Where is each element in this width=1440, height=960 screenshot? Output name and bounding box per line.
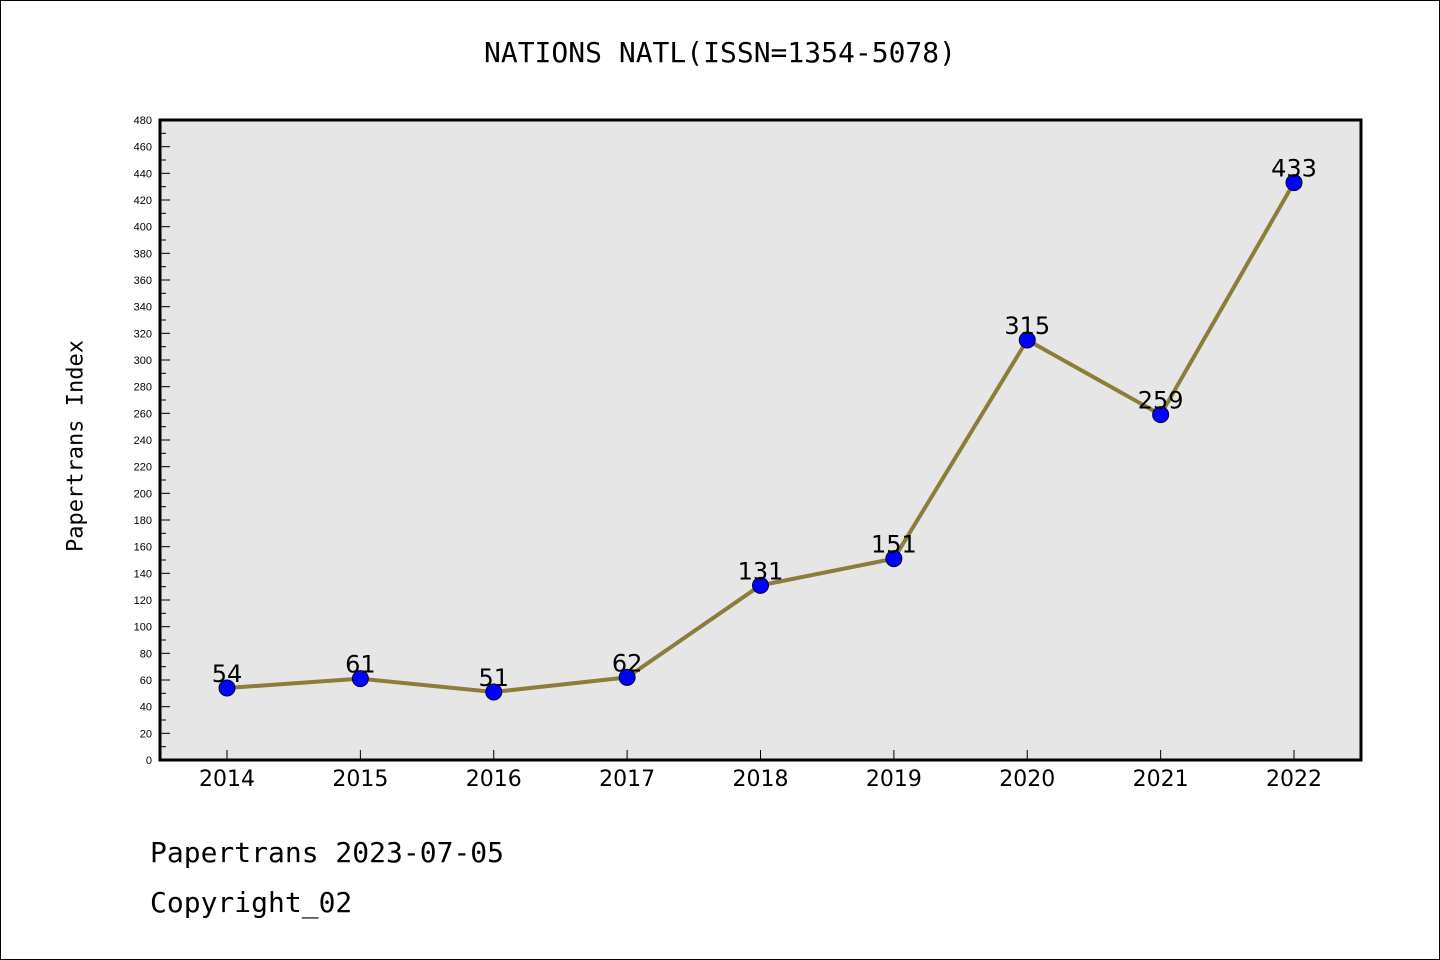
y-tick-label: 380 bbox=[134, 248, 152, 260]
series-layer: 54 61 51 62 131 151 315 259 433 bbox=[212, 155, 1317, 701]
y-tick-label: 40 bbox=[140, 702, 152, 714]
x-tick-label: 2022 bbox=[1266, 767, 1322, 792]
data-label: 131 bbox=[738, 557, 784, 585]
y-tick-label: 140 bbox=[134, 568, 152, 580]
chart-title: NATIONS NATL(ISSN=1354-5078) bbox=[483, 36, 956, 69]
data-point bbox=[485, 683, 503, 701]
y-tick-label: 360 bbox=[134, 275, 152, 287]
x-tick-label: 2014 bbox=[199, 767, 255, 792]
footer-source-date: Papertrans 2023-07-05 bbox=[150, 836, 505, 869]
data-point bbox=[752, 576, 769, 594]
y-tick-label: 420 bbox=[134, 195, 152, 207]
x-tick-label: 2017 bbox=[599, 767, 655, 792]
x-axis-ticks: 2014 2015 2016 2017 2018 2019 2020 2021 2022 bbox=[199, 750, 1322, 792]
y-tick-label: 320 bbox=[134, 328, 152, 340]
plot-border bbox=[158, 118, 1363, 762]
x-tick-label: 2018 bbox=[733, 767, 789, 792]
data-point bbox=[1285, 174, 1303, 192]
data-label: 433 bbox=[1271, 155, 1317, 183]
y-tick-label: 260 bbox=[134, 408, 152, 420]
y-tick-label: 460 bbox=[134, 142, 152, 154]
footer-copyright: Copyright_02 bbox=[150, 886, 353, 919]
y-tick-label: 0 bbox=[146, 755, 152, 767]
y-tick-label: 160 bbox=[134, 542, 152, 554]
y-tick-label: 180 bbox=[134, 515, 152, 527]
x-tick-label: 2020 bbox=[999, 767, 1055, 792]
plot-area bbox=[160, 120, 1361, 760]
y-tick-label: 120 bbox=[134, 595, 152, 607]
y-tick-label: 220 bbox=[134, 462, 152, 474]
data-point bbox=[1152, 406, 1170, 424]
data-point bbox=[618, 668, 636, 686]
data-label: 151 bbox=[871, 531, 917, 559]
y-tick-label: 20 bbox=[140, 728, 152, 740]
data-label: 51 bbox=[478, 664, 509, 692]
y-tick-label: 60 bbox=[140, 675, 152, 687]
x-tick-label: 2016 bbox=[466, 767, 522, 792]
data-label: 54 bbox=[212, 660, 243, 688]
y-tick-label: 340 bbox=[134, 302, 152, 314]
data-label: 315 bbox=[1004, 312, 1050, 340]
data-label: 61 bbox=[345, 651, 376, 679]
y-tick-label: 300 bbox=[134, 355, 152, 367]
data-point bbox=[218, 679, 236, 697]
data-point bbox=[1018, 331, 1036, 349]
data-label: 62 bbox=[612, 649, 643, 677]
x-tick-label: 2019 bbox=[866, 767, 922, 792]
y-tick-label: 280 bbox=[134, 382, 152, 394]
y-tick-label: 240 bbox=[134, 435, 152, 447]
data-point bbox=[351, 670, 369, 688]
y-tick-label: 400 bbox=[134, 222, 152, 234]
y-tick-label: 80 bbox=[140, 648, 152, 660]
y-tick-label: 440 bbox=[134, 168, 152, 180]
y-axis-ticks: 0 20 40 60 80 100 120 140 160 180 200 220 240 260 280 3… bbox=[134, 115, 170, 767]
y-tick-label: 480 bbox=[134, 115, 152, 127]
y-tick-label: 100 bbox=[134, 622, 152, 634]
x-tick-label: 2015 bbox=[332, 767, 388, 792]
data-point bbox=[885, 550, 903, 568]
x-tick-label: 2021 bbox=[1133, 767, 1189, 792]
y-tick-label: 200 bbox=[134, 488, 152, 500]
data-label: 259 bbox=[1138, 387, 1184, 415]
